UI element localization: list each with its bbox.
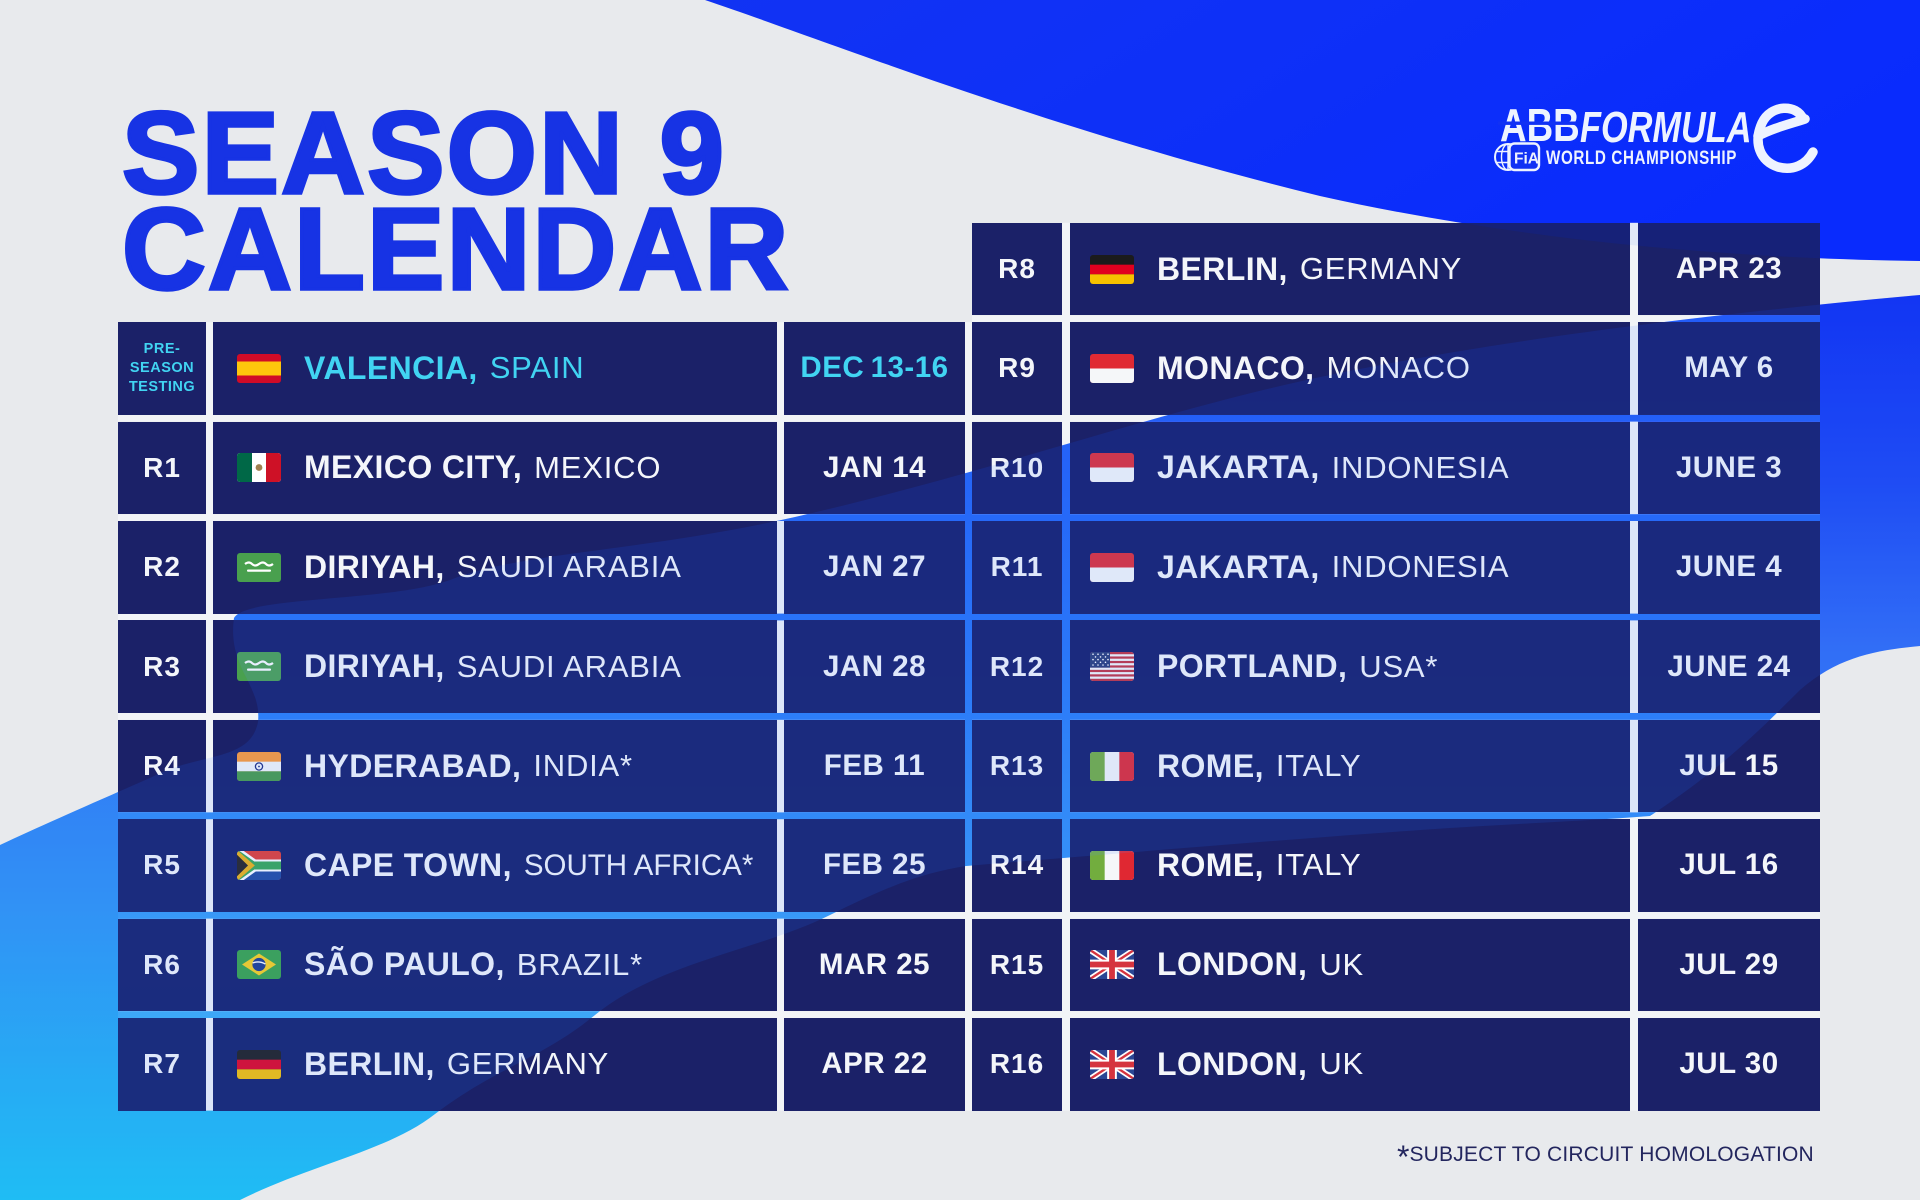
svg-text:ABB: ABB [1500, 99, 1580, 151]
svg-text:FORMULA: FORMULA [1580, 103, 1751, 152]
svg-text:WORLD CHAMPIONSHIP: WORLD CHAMPIONSHIP [1546, 146, 1737, 168]
svg-text:FiA: FiA [1514, 151, 1539, 168]
